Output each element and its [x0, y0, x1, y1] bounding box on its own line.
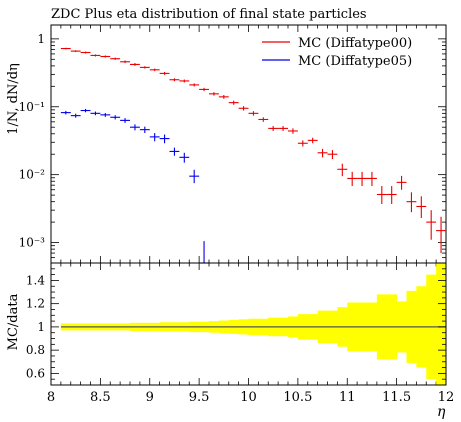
- y-tick-label: 1: [37, 320, 45, 334]
- data-point: [386, 186, 397, 204]
- data-point: [367, 171, 377, 187]
- data-point: [70, 50, 81, 53]
- data-point: [159, 134, 170, 144]
- data-point: [90, 54, 101, 57]
- data-point: [337, 163, 348, 177]
- data-point: [258, 117, 269, 122]
- y-tick-label: 10⁻²: [19, 168, 46, 182]
- data-point: [436, 216, 446, 254]
- data-point: [179, 79, 190, 83]
- data-point: [426, 210, 437, 240]
- y-tick-label: 0.6: [26, 366, 45, 380]
- x-tick-label: 9.5: [189, 390, 210, 405]
- data-point: [288, 128, 298, 134]
- y-tick-label: 0.8: [26, 343, 45, 357]
- x-tick-label: 11.5: [382, 390, 411, 405]
- data-point: [90, 111, 101, 116]
- data-point: [60, 110, 71, 115]
- data-point: [110, 57, 121, 60]
- data-point: [209, 92, 219, 96]
- x-tick-label: 12: [438, 390, 455, 405]
- data-point: [396, 175, 407, 190]
- x-tick-label: 10.5: [283, 390, 312, 405]
- data-point: [149, 133, 160, 142]
- data-point: [189, 83, 200, 87]
- x-tick-label: 10: [240, 390, 257, 405]
- data-point: [169, 78, 180, 82]
- y-axis-label-ratio: MC/data: [6, 293, 21, 350]
- data-point: [228, 100, 239, 105]
- x-tick-label: 11: [339, 390, 356, 405]
- data-point: [179, 152, 190, 163]
- x-tick-label: 9: [146, 390, 154, 405]
- data-point: [278, 126, 288, 131]
- y-axis-label-main: 1/N, dN/dη: [6, 63, 21, 135]
- data-point: [120, 118, 130, 123]
- data-point: [139, 126, 150, 134]
- x-tick-label: 8.5: [90, 390, 111, 405]
- legend-label: MC (Diffatype00): [298, 36, 412, 51]
- data-point: [416, 196, 427, 218]
- data-point: [357, 171, 367, 187]
- data-point: [248, 111, 259, 116]
- data-point: [376, 186, 387, 204]
- data-point: [268, 126, 279, 131]
- data-point: [60, 47, 71, 50]
- data-point: [199, 87, 209, 92]
- data-point: [130, 124, 140, 131]
- data-point: [139, 66, 150, 69]
- data-point: [406, 192, 417, 213]
- y-tick-label: 1.2: [26, 297, 45, 311]
- y-tick-label: 10⁻¹: [19, 100, 45, 114]
- data-point: [130, 63, 140, 66]
- data-point: [120, 60, 130, 64]
- data-point: [297, 140, 308, 147]
- data-point: [70, 113, 81, 118]
- data-point: [100, 55, 111, 58]
- x-axis-label: η: [437, 404, 446, 420]
- data-point: [238, 106, 249, 111]
- data-point: [149, 68, 160, 72]
- data-point: [347, 171, 358, 187]
- ratio-band-segment: [436, 263, 447, 385]
- data-point: [159, 72, 170, 75]
- data-point: [218, 95, 229, 99]
- y-tick-label: 1.4: [26, 273, 45, 287]
- legend: MC (Diffatype00) MC (Diffatype05): [262, 36, 412, 69]
- y-tick-label: 1: [37, 32, 45, 46]
- ratio-panel: 8 8.5 9 9.5 10 10.5 11 11.5 12 0.6 0.8 1 1.2 1.4: [26, 25, 454, 405]
- y-tick-label: 10⁻³: [19, 236, 46, 250]
- data-point: [199, 241, 209, 264]
- legend-label: MC (Diffatype05): [298, 54, 412, 69]
- data-point: [169, 147, 180, 156]
- data-point: [317, 148, 328, 158]
- data-point: [80, 51, 91, 54]
- chart-title: ZDC Plus eta distribution of final state…: [51, 7, 367, 22]
- data-point: [100, 112, 111, 117]
- data-point: [110, 115, 121, 120]
- data-point: [80, 108, 91, 113]
- data-point: [327, 150, 338, 160]
- data-point: [189, 169, 200, 184]
- x-tick-label: 8: [47, 390, 55, 405]
- data-point: [307, 137, 318, 144]
